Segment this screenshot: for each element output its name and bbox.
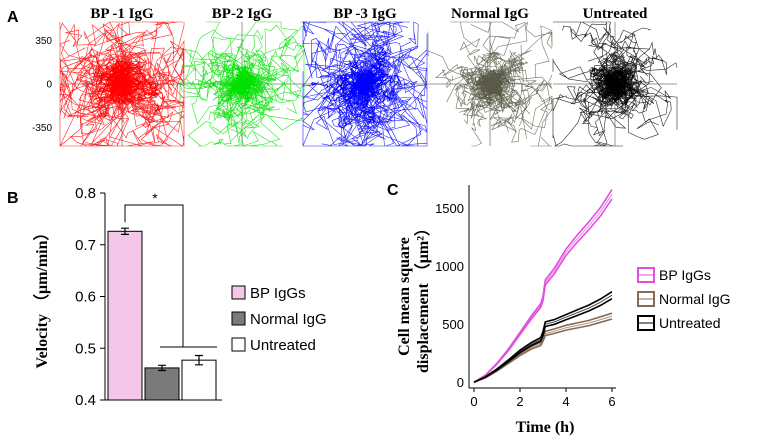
bar-bp-iggs (107, 230, 143, 401)
series-line-bp-iggs (473, 194, 613, 383)
line-y-tick-label: 1500 (435, 201, 464, 216)
panel-b-label: B (7, 190, 19, 207)
series-lower-normal-igg (473, 318, 613, 383)
trajectory-core (203, 60, 264, 107)
trajectory-plot-2: BP-2 IgG (179, 6, 305, 147)
bar-y-tick-label: 0.5 (75, 340, 96, 357)
trajectory-title: BP -1 IgG (90, 6, 154, 22)
legend-label: Normal IgG (250, 311, 327, 328)
bar-y-tick-label: 0.8 (75, 185, 96, 202)
bar-y-label: Velocity （μm/min） (33, 224, 51, 368)
bar-y-tick-label: 0.4 (75, 392, 96, 409)
line-x-label: Time (h) (516, 419, 575, 436)
trajectory-plot-5: Untreated (552, 6, 678, 147)
trajectory-title: BP -3 IgG (333, 6, 397, 22)
bar-y-tick-label: 0.6 (75, 289, 96, 306)
legend-swatch (231, 285, 246, 300)
trajectory-plot-4: Normal IgG (427, 6, 553, 147)
series-lower-bp-iggs (473, 198, 613, 383)
trajectory-y-tick-label: -350 (32, 123, 52, 134)
significance-bracket (124, 204, 184, 347)
bar-y-tick-label: 0.7 (75, 237, 96, 254)
panel-c-msd-chart: 0 500 1000 1500 0 2 4 6 Time (h) Cell mean square… (396, 185, 731, 436)
panel-b-velocity-chart: 0.4 0.5 0.6 0.7 0.8 Velocity （μm/min） * BP IgGs… (33, 185, 327, 409)
line-x-tick-label: 0 (470, 394, 477, 409)
trajectory-core (310, 43, 400, 129)
legend-label: Normal IgG (659, 291, 731, 307)
trajectory-core (590, 66, 639, 106)
panel-c-label: C (387, 182, 399, 199)
legend-label: BP IgGs (659, 267, 711, 283)
bar-error (158, 364, 166, 372)
line-x-tick-label: 2 (516, 394, 523, 409)
trajectory-plot-3: BP -3 IgG (302, 6, 428, 147)
trajectory-core (89, 47, 166, 118)
line-y-label-2: displacement （μm²） (414, 220, 432, 373)
series-lower-untreated (473, 298, 613, 383)
trajectory-core (470, 67, 517, 112)
legend-label: Untreated (659, 315, 720, 331)
line-y-label-1: Cell mean square (396, 237, 413, 356)
trajectory-title: BP-2 IgG (212, 6, 273, 22)
series-upper-bp-iggs (473, 189, 613, 383)
panel-a-trajectories: BP -1 IgG BP-2 IgG BP -3 IgG Normal IgG Untr… (32, 6, 678, 147)
line-y-tick-label: 0 (457, 375, 464, 390)
trajectory-y-tick-label: 350 (35, 36, 52, 47)
bar-normal-igg (144, 367, 180, 401)
bar-untreated (181, 359, 217, 401)
legend-label: BP IgGs (250, 285, 306, 302)
legend-label: Untreated (250, 337, 316, 354)
trajectory-title: Untreated (583, 6, 648, 22)
legend-swatch (231, 311, 246, 326)
legend-swatch (231, 337, 246, 352)
trajectory-title: Normal IgG (451, 6, 529, 22)
line-x-tick-label: 4 (562, 394, 569, 409)
significance-marker: * (152, 190, 158, 206)
panel-a-label: A (7, 9, 19, 26)
trajectory-y-tick-label: 0 (46, 80, 52, 91)
trajectory-plot-1: BP -1 IgG (59, 6, 185, 147)
bar-error (195, 354, 203, 366)
line-y-tick-label: 1000 (435, 259, 464, 274)
bar-error (121, 227, 129, 235)
line-x-tick-label: 6 (608, 394, 615, 409)
line-y-tick-label: 500 (442, 317, 464, 332)
